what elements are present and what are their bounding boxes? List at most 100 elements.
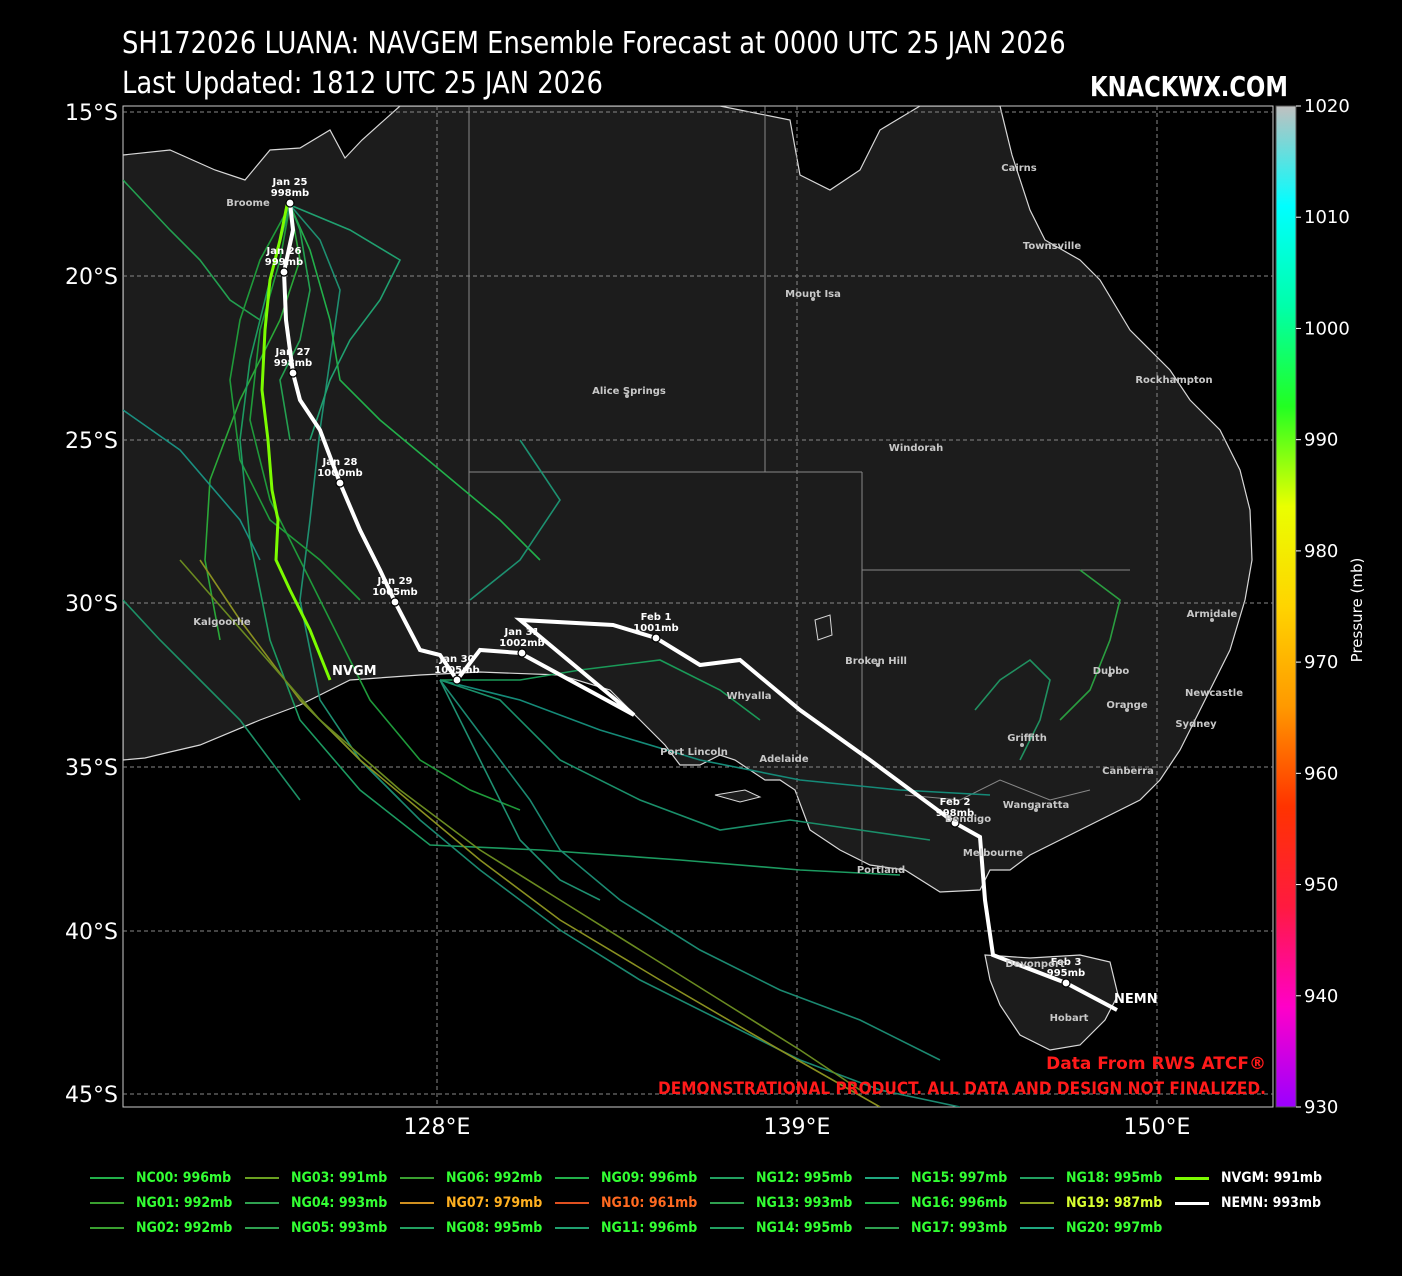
legend-item: NG18: 995mb (1020, 1170, 1162, 1186)
map-subtitle: Last Updated: 1812 UTC 25 JAN 2026 (122, 66, 603, 101)
ensemble-track (440, 659, 761, 721)
ensemble-tracks (123, 179, 1121, 1107)
legend-item: NG12: 995mb (710, 1170, 852, 1186)
track-point-date: Jan 26 (266, 246, 302, 257)
track-point-date: Feb 1 (641, 612, 672, 623)
city-label: Rockhampton (1135, 375, 1212, 386)
legend-label: NG11: 996mb (601, 1220, 698, 1236)
city-label: Orange (1106, 700, 1147, 711)
ensemble-track (439, 679, 991, 796)
colorbar-tick-label: 1020 (1304, 96, 1350, 117)
track-point-markers (279, 198, 1071, 988)
ensemble-track (239, 204, 901, 876)
legend-label: NG14: 995mb (756, 1220, 853, 1236)
city-label: Broome (226, 198, 270, 209)
ensemble-track (299, 699, 961, 1107)
city-label: Cairns (1001, 163, 1037, 174)
legend-item: NG19: 987mb (1020, 1195, 1162, 1211)
legend-item: NG10: 961mb (555, 1195, 697, 1211)
legend-label: NG02: 992mb (136, 1220, 233, 1236)
city-label: Mount Isa (785, 289, 841, 300)
legend-label: NG07: 979mb (446, 1195, 543, 1211)
longitude-label: 139°E (764, 1115, 831, 1140)
legend-label: NG03: 991mb (291, 1170, 388, 1186)
legend-line-swatch (865, 1177, 899, 1179)
city-label: Sydney (1175, 719, 1217, 730)
legend-line-swatch (555, 1227, 589, 1229)
legend-line-swatch (400, 1202, 434, 1204)
legend-label: NEMN: 993mb (1221, 1195, 1322, 1211)
city-label: Bendigo (945, 814, 991, 825)
legend-item: NG08: 995mb (400, 1220, 542, 1236)
city-label: Whyalla (726, 691, 771, 702)
legend-line-swatch (90, 1227, 124, 1229)
legend-line-swatch (710, 1227, 744, 1229)
ensemble-track (179, 559, 861, 1091)
latitude-label: 25°S (65, 429, 118, 454)
track-point-pressure: 1000mb (317, 468, 362, 479)
colorbar-tick-label: 950 (1304, 875, 1338, 896)
legend-item: NG05: 993mb (245, 1220, 387, 1236)
legend-label: NVGM: 991mb (1221, 1170, 1323, 1186)
colorbar-tick-label: 930 (1304, 1097, 1338, 1118)
legend-item: NG07: 979mb (400, 1195, 542, 1211)
legend-line-swatch (710, 1177, 744, 1179)
city-label: Hobart (1050, 1013, 1089, 1024)
ensemble-track (199, 559, 881, 1107)
brand-logo: KNACKWX.COM (1090, 70, 1288, 103)
track-point-pressure: 999mb (265, 257, 303, 268)
legend-label: NG10: 961mb (601, 1195, 698, 1211)
city-label: Armidale (1187, 609, 1238, 620)
colorbar-tick-label: 1000 (1304, 318, 1350, 339)
legend-label: NG19: 987mb (1066, 1195, 1163, 1211)
nemn-label: NEMN (1114, 992, 1158, 1007)
city-label: Newcastle (1185, 688, 1243, 699)
track-point-date: Jan 28 (322, 457, 358, 468)
legend-label: NG04: 993mb (291, 1195, 388, 1211)
nemn-track (281, 202, 1118, 1012)
colorbar-tick-label: 980 (1304, 541, 1338, 562)
latitude-labels: 15°S 20°S 25°S 30°S 35°S 40°S 45°S (65, 101, 118, 1108)
legend-item: NG11: 996mb (555, 1220, 697, 1236)
latitude-label: 20°S (65, 265, 118, 290)
legend-item: NG14: 995mb (710, 1220, 852, 1236)
ensemble-track (439, 679, 931, 841)
city-label: Port Lincoln (660, 747, 728, 758)
track-point-pressure: 998mb (274, 358, 312, 369)
legend-label: NG17: 993mb (911, 1220, 1008, 1236)
legend-item: NG15: 997mb (865, 1170, 1007, 1186)
ensemble-track (439, 679, 941, 1061)
latitude-label: 30°S (65, 592, 118, 617)
legend-item: NG04: 993mb (245, 1195, 387, 1211)
legend-line-swatch (865, 1202, 899, 1204)
track-point-pressure: 998mb (936, 808, 974, 819)
legend-line-swatch (555, 1202, 589, 1204)
legend-label: NG13: 993mb (756, 1195, 853, 1211)
track-point-date: Jan 27 (275, 347, 311, 358)
legend-label: NG09: 996mb (601, 1170, 698, 1186)
legend-item: NVGM: 991mb (1175, 1170, 1322, 1186)
ensemble-track (974, 658, 1051, 761)
legend-item: NG01: 992mb (90, 1195, 232, 1211)
city-label: Alice Springs (592, 386, 666, 397)
track-point-pressure: 1001mb (633, 623, 678, 634)
track-point-pressure: 998mb (271, 188, 309, 199)
legend-label: NG05: 993mb (291, 1220, 388, 1236)
ensemble-track (123, 179, 261, 321)
legend-line-swatch (555, 1177, 589, 1179)
longitude-label: 150°E (1124, 1115, 1191, 1140)
colorbar-tick-label: 960 (1304, 763, 1338, 784)
city-label: Devonport (1005, 959, 1065, 970)
city-label: Portland (857, 865, 905, 876)
city-label: Melbourne (963, 848, 1023, 859)
legend-label: NG15: 997mb (911, 1170, 1008, 1186)
legend-line-swatch (1020, 1227, 1054, 1229)
track-point-pressure: 1005mb (372, 587, 417, 598)
legend-label: NG01: 992mb (136, 1195, 233, 1211)
track-point-date: Feb 2 (940, 797, 971, 808)
legend-label: NG20: 997mb (1066, 1220, 1163, 1236)
ensemble-track (279, 204, 311, 441)
legend-item: NG09: 996mb (555, 1170, 697, 1186)
ensemble-track (123, 599, 301, 801)
